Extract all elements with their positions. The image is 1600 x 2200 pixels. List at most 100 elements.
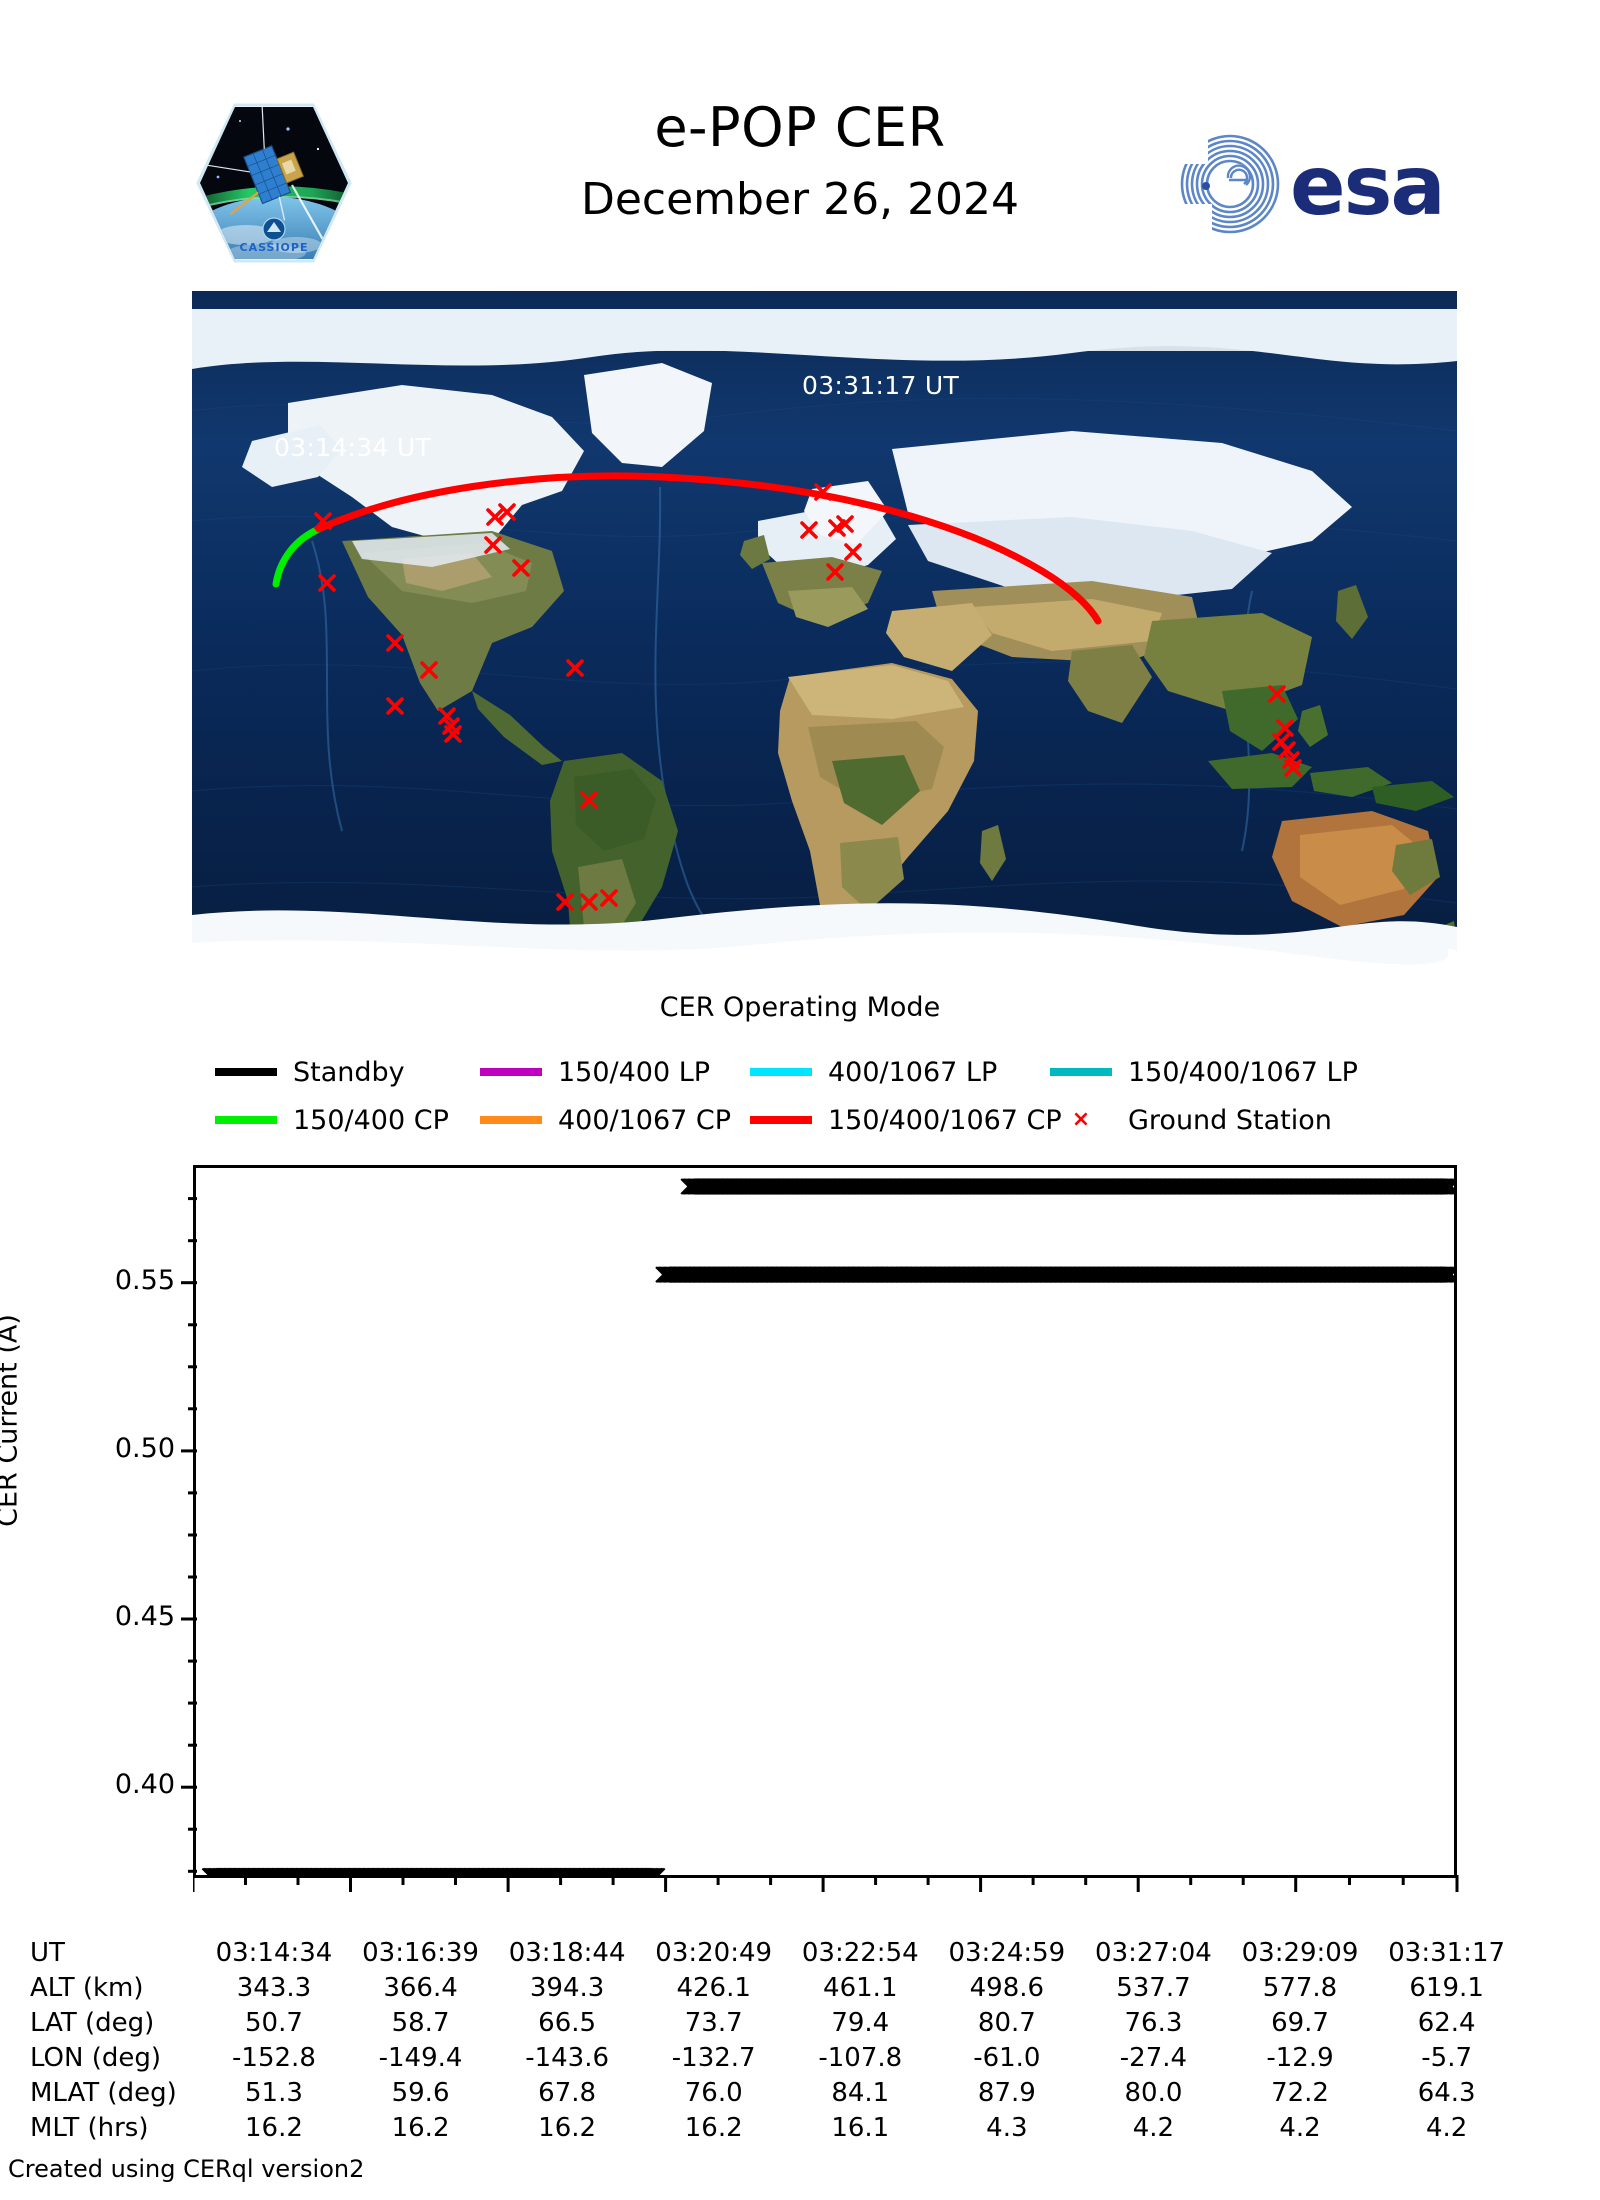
legend-title: CER Operating Mode: [659, 992, 941, 1023]
ephemeris-table-wrap: UT 03:14:34 03:16:39 03:18:44 03:20:49 03:22:…: [0, 1935, 1600, 2145]
page-header: CASSIOPE e-POP CER December 26, 2024: [0, 0, 1600, 280]
legend-label-150-400-1067-lp: 150/400/1067 LP: [1128, 1056, 1358, 1088]
cassiope-logo-text: CASSIOPE: [240, 241, 309, 254]
page-subtitle: December 26, 2024: [580, 174, 1020, 225]
table-cell: -5.7: [1421, 2042, 1473, 2073]
ground-station-icon: ×: [1071, 1107, 1091, 1132]
table-cell: 50.7: [245, 2007, 303, 2038]
y-tick-label: 0.45: [114, 1601, 175, 1633]
table-cell: 80.0: [1124, 2077, 1183, 2108]
table-cell: -12.9: [1266, 2042, 1334, 2073]
legend: Standby 150/400 LP 400/1067 LP 150/400/1…: [215, 1052, 1445, 1148]
legend-item-standby[interactable]: Standby: [215, 1057, 480, 1088]
y-tick-label: 0.50: [114, 1432, 175, 1464]
table-cell: 87.9: [977, 2077, 1036, 2108]
y-axis-ticks: [181, 1197, 197, 1873]
table-cell: 80.7: [977, 2007, 1036, 2038]
page-title: e-POP CER: [654, 96, 946, 159]
table-cell: -132.7: [671, 2042, 756, 2073]
table-cell: 16.2: [684, 2112, 743, 2143]
legend-item-150-400-1067-cp[interactable]: 150/400/1067 CP: [750, 1105, 1062, 1136]
table-row: UT 03:14:34 03:16:39 03:18:44 03:20:49 03:22:…: [30, 1935, 1520, 1970]
table-cell: 03:29:09: [1241, 1937, 1359, 1968]
table-cell: 03:16:39: [362, 1937, 479, 1968]
table-cell: 84.1: [831, 2077, 890, 2108]
table-cell: 67.8: [538, 2077, 597, 2108]
legend-label-150-400-lp: 150/400 LP: [558, 1056, 711, 1088]
table-cell: 394.3: [529, 1972, 605, 2003]
table-cell: 461.1: [823, 1972, 898, 2003]
legend-swatch-400-1067-lp: [750, 1068, 812, 1076]
table-row: ALT (km) 343.3 366.4 394.3 426.1 461.1 498.6 53…: [30, 1970, 1520, 2005]
y-tick-label: 0.40: [114, 1769, 175, 1801]
legend-label-standby: Standby: [293, 1056, 405, 1088]
y-tick-label: 0.55: [114, 1264, 175, 1296]
y-axis-tick-labels: 0.55 0.50 0.45 0.40: [45, 0, 175, 2200]
table-cell: -149.4: [378, 2042, 463, 2073]
table-cell: 4.3: [986, 2112, 1028, 2143]
table-cell: 03:31:17: [1388, 1937, 1506, 1968]
table-cell: 537.7: [1116, 1972, 1191, 2003]
table-cell: -152.8: [232, 2042, 316, 2073]
legend-item-ground-station[interactable]: × Ground Station: [1050, 1105, 1332, 1136]
table-cell: 03:22:54: [801, 1937, 919, 1968]
table-cell: -27.4: [1119, 2042, 1188, 2073]
cassiope-logo: CASSIOPE: [196, 103, 352, 263]
table-cell: 76.3: [1124, 2007, 1183, 2038]
legend-item-150-400-cp[interactable]: 150/400 CP: [215, 1105, 480, 1136]
table-row-label: LAT (deg): [30, 2007, 155, 2038]
table-cell: 426.1: [676, 1972, 751, 2003]
legend-swatch-400-1067-cp: [480, 1116, 542, 1124]
table-cell: 03:24:59: [948, 1937, 1066, 1968]
orbit-track-red: [315, 472, 1102, 625]
legend-label-150-400-1067-cp: 150/400/1067 CP: [828, 1104, 1062, 1136]
table-cell: 4.2: [1279, 2112, 1321, 2143]
legend-swatch-150-400-lp: [480, 1068, 542, 1076]
table-cell: 03:18:44: [508, 1937, 626, 1968]
table-cell: 4.2: [1425, 2112, 1468, 2143]
table-cell: 59.6: [391, 2077, 450, 2108]
legend-item-400-1067-lp[interactable]: 400/1067 LP: [750, 1057, 1050, 1088]
table-cell: 66.5: [538, 2007, 597, 2038]
table-cell: 79.4: [831, 2007, 890, 2038]
table-cell: 16.2: [538, 2112, 597, 2143]
table-row: MLAT (deg) 51.3 59.6 67.8 76.0 84.1 87.9 80.0 72…: [30, 2075, 1520, 2110]
legend-label-150-400-cp: 150/400 CP: [293, 1104, 449, 1136]
table-cell: 498.6: [969, 1972, 1045, 2003]
table-cell: 72.2: [1271, 2077, 1329, 2108]
table-cell: 03:14:34: [215, 1937, 333, 1968]
legend-item-150-400-1067-lp[interactable]: 150/400/1067 LP: [1050, 1057, 1358, 1088]
legend-item-400-1067-cp[interactable]: 400/1067 CP: [480, 1105, 750, 1136]
legend-swatch-150-400-1067-lp: [1050, 1068, 1112, 1076]
title-block: e-POP CER December 26, 2024: [400, 95, 1200, 231]
legend-swatch-150-400-1067-cp: [750, 1116, 812, 1124]
legend-swatch-150-400-cp: [215, 1116, 277, 1124]
table-cell: 16.2: [391, 2112, 450, 2143]
orbit-track-green: [272, 525, 323, 588]
table-row-label: LON (deg): [30, 2042, 162, 2073]
table-cell: 03:27:04: [1095, 1937, 1212, 1968]
table-cell: 58.7: [391, 2007, 450, 2038]
table-row: LAT (deg) 50.7 58.7 66.5 73.7 79.4 80.7 76.3 69.…: [30, 2005, 1520, 2040]
table-cell: 366.4: [383, 1972, 458, 2003]
table-cell: 16.2: [245, 2112, 303, 2143]
table-row: LON (deg) -152.8 -149.4 -143.6 -132.7 -107.8 -…: [30, 2040, 1520, 2075]
table-cell: -107.8: [818, 2042, 903, 2073]
legend-item-150-400-lp[interactable]: 150/400 LP: [480, 1057, 750, 1088]
table-cell: 16.1: [831, 2112, 890, 2143]
ground-station-markers: [314, 483, 1302, 911]
table-cell: 619.1: [1409, 1972, 1484, 2003]
ephemeris-table: UT 03:14:34 03:16:39 03:18:44 03:20:49 03:22:…: [30, 1935, 1520, 2145]
legend-label-400-1067-cp: 400/1067 CP: [558, 1104, 732, 1136]
y-axis-label: CER Current (A): [0, 1314, 24, 1527]
x-axis-ticks: [193, 1875, 1459, 1892]
table-cell: -143.6: [525, 2042, 610, 2073]
legend-label-400-1067-lp: 400/1067 LP: [828, 1056, 998, 1088]
legend-row-1: Standby 150/400 LP 400/1067 LP 150/400/1…: [215, 1052, 1445, 1092]
table-cell: 4.2: [1132, 2112, 1175, 2143]
cer-current-plot[interactable]: [193, 1165, 1457, 1878]
table-row-label: UT: [30, 1937, 65, 1968]
table-cell: 76.0: [684, 2077, 743, 2108]
legend-row-2: 150/400 CP 400/1067 CP 150/400/1067 CP ×…: [215, 1100, 1445, 1140]
map-end-time-label: 03:31:17 UT: [802, 371, 960, 400]
